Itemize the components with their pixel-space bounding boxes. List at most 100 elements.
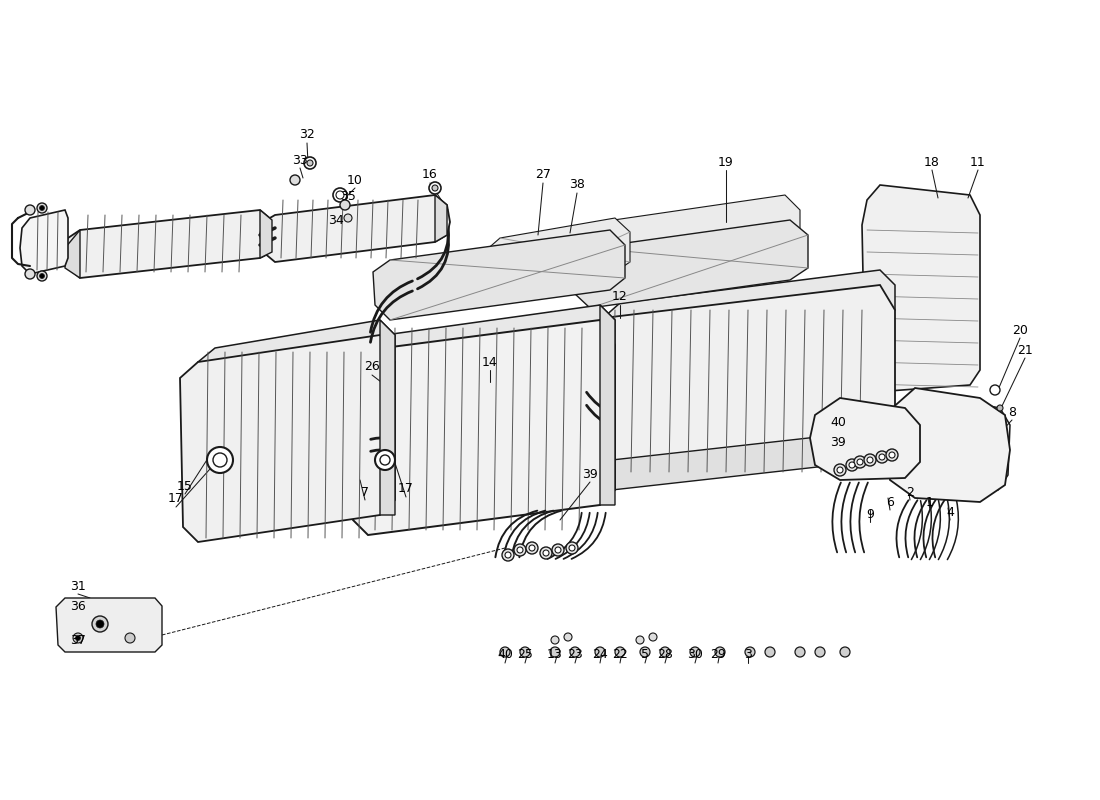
Circle shape	[867, 457, 873, 463]
Polygon shape	[368, 305, 615, 387]
Circle shape	[336, 191, 344, 199]
Circle shape	[649, 633, 657, 641]
Text: eurospares: eurospares	[86, 231, 288, 265]
Text: eurospares: eurospares	[697, 291, 931, 333]
Text: 16: 16	[422, 169, 438, 182]
Circle shape	[815, 647, 825, 657]
Text: 18: 18	[924, 155, 939, 169]
Circle shape	[840, 647, 850, 657]
Circle shape	[125, 633, 135, 643]
Text: 37: 37	[70, 634, 86, 646]
Text: 36: 36	[70, 599, 86, 613]
Polygon shape	[65, 210, 275, 278]
Circle shape	[764, 647, 776, 657]
Text: 25: 25	[517, 649, 532, 662]
Polygon shape	[434, 195, 447, 242]
Circle shape	[615, 647, 625, 657]
Circle shape	[569, 545, 575, 551]
Circle shape	[290, 175, 300, 185]
Text: 6: 6	[887, 495, 894, 509]
Text: 8: 8	[1008, 406, 1016, 418]
Circle shape	[795, 647, 805, 657]
Circle shape	[715, 647, 725, 657]
Text: 17: 17	[168, 493, 184, 506]
Polygon shape	[942, 400, 1010, 495]
Text: 39: 39	[830, 435, 846, 449]
Text: 14: 14	[482, 355, 498, 369]
Text: 20: 20	[1012, 323, 1027, 337]
Polygon shape	[570, 430, 895, 493]
Circle shape	[307, 160, 314, 166]
Circle shape	[520, 647, 530, 657]
Circle shape	[566, 542, 578, 554]
Polygon shape	[600, 305, 615, 505]
Text: 15: 15	[177, 479, 192, 493]
Circle shape	[340, 200, 350, 210]
Circle shape	[660, 647, 670, 657]
Text: 38: 38	[569, 178, 585, 191]
Text: 30: 30	[688, 649, 703, 662]
Polygon shape	[379, 320, 395, 515]
Circle shape	[889, 452, 895, 458]
Circle shape	[552, 544, 564, 556]
Circle shape	[213, 453, 227, 467]
Circle shape	[432, 185, 438, 191]
Circle shape	[502, 549, 514, 561]
Circle shape	[886, 449, 898, 461]
Circle shape	[745, 647, 755, 657]
Circle shape	[564, 633, 572, 641]
Circle shape	[556, 547, 561, 553]
Circle shape	[517, 547, 522, 553]
Text: 31: 31	[70, 579, 86, 593]
Text: 9: 9	[866, 507, 873, 521]
Text: 10: 10	[348, 174, 363, 186]
Circle shape	[92, 616, 108, 632]
Text: 21: 21	[1018, 343, 1033, 357]
Polygon shape	[810, 398, 920, 480]
Polygon shape	[260, 195, 450, 262]
Text: 22: 22	[612, 649, 628, 662]
Polygon shape	[585, 285, 895, 478]
Text: 24: 24	[592, 649, 608, 662]
Text: 33: 33	[293, 154, 308, 166]
Polygon shape	[20, 210, 68, 274]
Polygon shape	[886, 388, 1010, 502]
Text: 35: 35	[340, 190, 356, 203]
Circle shape	[834, 464, 846, 476]
Text: 23: 23	[568, 649, 583, 662]
Polygon shape	[862, 185, 980, 392]
Circle shape	[526, 542, 538, 554]
Circle shape	[837, 467, 843, 473]
Text: 11: 11	[970, 155, 986, 169]
Polygon shape	[584, 195, 800, 278]
Text: 1: 1	[926, 495, 934, 509]
Polygon shape	[56, 598, 162, 652]
Polygon shape	[198, 320, 395, 400]
Circle shape	[25, 205, 35, 215]
Circle shape	[40, 206, 44, 210]
Circle shape	[543, 550, 549, 556]
Circle shape	[37, 271, 47, 281]
Circle shape	[879, 454, 886, 460]
Text: 5: 5	[641, 649, 649, 662]
Circle shape	[570, 647, 580, 657]
Circle shape	[846, 459, 858, 471]
Circle shape	[640, 647, 650, 657]
Polygon shape	[373, 230, 625, 320]
Circle shape	[876, 451, 888, 463]
Circle shape	[40, 274, 44, 278]
Text: 27: 27	[535, 169, 551, 182]
Circle shape	[540, 547, 552, 559]
Polygon shape	[260, 210, 272, 258]
Circle shape	[37, 203, 47, 213]
Circle shape	[375, 450, 395, 470]
Circle shape	[997, 405, 1003, 411]
Polygon shape	[572, 220, 808, 308]
Circle shape	[304, 157, 316, 169]
Text: 17: 17	[398, 482, 414, 495]
Circle shape	[379, 455, 390, 465]
Text: 2: 2	[906, 486, 914, 498]
Circle shape	[73, 633, 82, 643]
Text: 32: 32	[299, 129, 315, 142]
Circle shape	[76, 635, 80, 641]
